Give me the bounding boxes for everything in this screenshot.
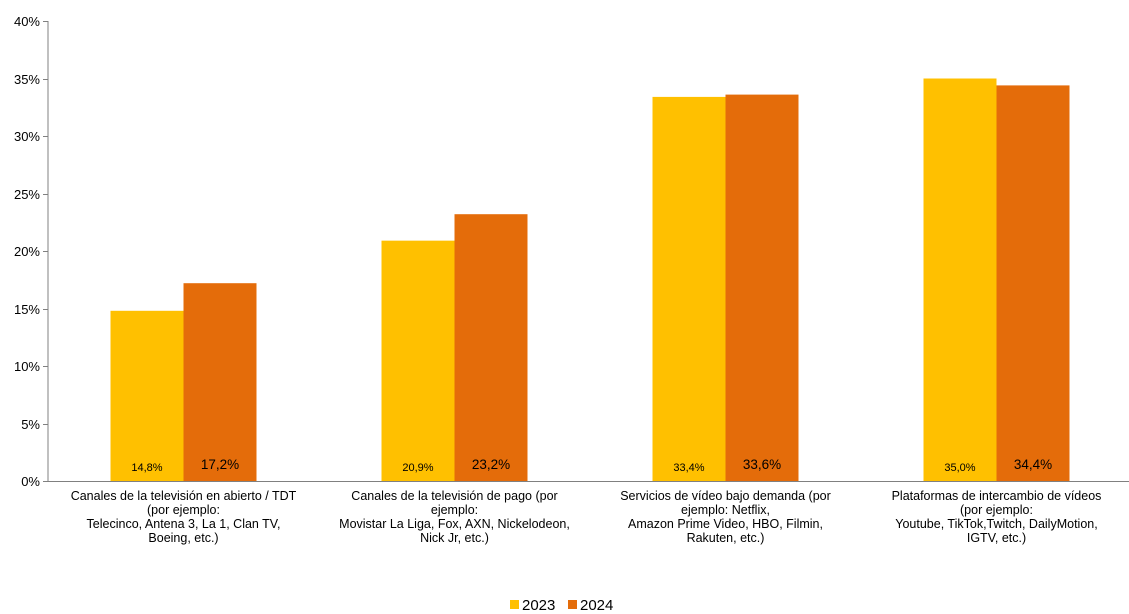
data-label: 34,4% [1014, 457, 1052, 472]
x-category-label: Canales de la televisión de pago (poreje… [339, 489, 570, 545]
bar-2024 [996, 85, 1070, 482]
bar-2024 [454, 214, 528, 481]
x-category-label: Servicios de vídeo bajo demanda (porejem… [620, 489, 831, 545]
legend-label: 2024 [580, 597, 613, 614]
x-category-label: Canales de la televisión en abierto / TD… [71, 489, 297, 545]
x-category-label-line: Telecinco, Antena 3, La 1, Clan TV, [87, 517, 281, 531]
y-tick-label: 20% [14, 244, 40, 259]
y-tick-label: 25% [14, 187, 40, 202]
x-category-label-line: Servicios de vídeo bajo demanda (por [620, 489, 831, 503]
y-tick-label: 15% [14, 302, 40, 317]
bar-2023 [923, 78, 997, 481]
data-label: 35,0% [944, 462, 975, 474]
legend-item: 2024 [568, 597, 613, 614]
data-label: 33,4% [673, 462, 704, 474]
x-category-label-line: (por ejemplo: [960, 503, 1033, 517]
x-category-label-line: Plataformas de intercambio de vídeos [892, 489, 1102, 503]
data-label: 23,2% [472, 457, 510, 472]
legend-swatch [510, 600, 519, 609]
legend-label: 2023 [522, 597, 555, 614]
x-category-label-line: Youtube, TikTok,Twitch, DailyMotion, [895, 517, 1097, 531]
x-category-label-line: Rakuten, etc.) [687, 531, 765, 545]
x-category-label-line: Amazon Prime Video, HBO, Filmin, [628, 517, 823, 531]
y-axis: 0% 5% 10% 15% 20% 25% 30% 35% 40% [14, 14, 49, 489]
bar-2023 [652, 96, 726, 482]
legend-item: 2023 [510, 597, 555, 614]
y-tick-label: 10% [14, 359, 40, 374]
x-category-label-line: Nick Jr, etc.) [420, 531, 489, 545]
bar-2023 [110, 310, 184, 481]
y-tick-label: 30% [14, 129, 40, 144]
x-category-label-line: ejemplo: [431, 503, 478, 517]
data-label: 14,8% [131, 462, 162, 474]
data-label: 17,2% [201, 457, 239, 472]
x-category-label: Plataformas de intercambio de vídeos(por… [892, 489, 1102, 545]
bar-2023 [381, 240, 455, 481]
y-tick-label: 40% [14, 14, 40, 29]
x-category-label-line: IGTV, etc.) [967, 531, 1026, 545]
bars [110, 78, 1070, 482]
legend: 2023 2024 [510, 597, 613, 614]
y-tick-label: 0% [21, 474, 40, 489]
data-label: 20,9% [402, 462, 433, 474]
x-category-label-line: Canales de la televisión de pago (por [351, 489, 557, 503]
x-category-label-line: (por ejemplo: [147, 503, 220, 517]
x-category-label-line: Boeing, etc.) [148, 531, 218, 545]
x-axis: Canales de la televisión en abierto / TD… [48, 481, 1129, 545]
data-labels: 14,8% 17,2% 20,9% 23,2% 33,4% 33,6% 35,0% 34,4% [131, 457, 1052, 474]
x-category-label-line: ejemplo: Netflix, [681, 503, 770, 517]
data-label: 33,6% [743, 457, 781, 472]
bar-2024 [183, 283, 257, 481]
x-category-label-line: Movistar La Liga, Fox, AXN, Nickelodeon, [339, 517, 570, 531]
x-category-label-line: Canales de la televisión en abierto / TD… [71, 489, 297, 503]
legend-swatch [568, 600, 577, 609]
y-tick-label: 35% [14, 72, 40, 87]
bar-2024 [725, 94, 799, 481]
y-tick-label: 5% [21, 417, 40, 432]
